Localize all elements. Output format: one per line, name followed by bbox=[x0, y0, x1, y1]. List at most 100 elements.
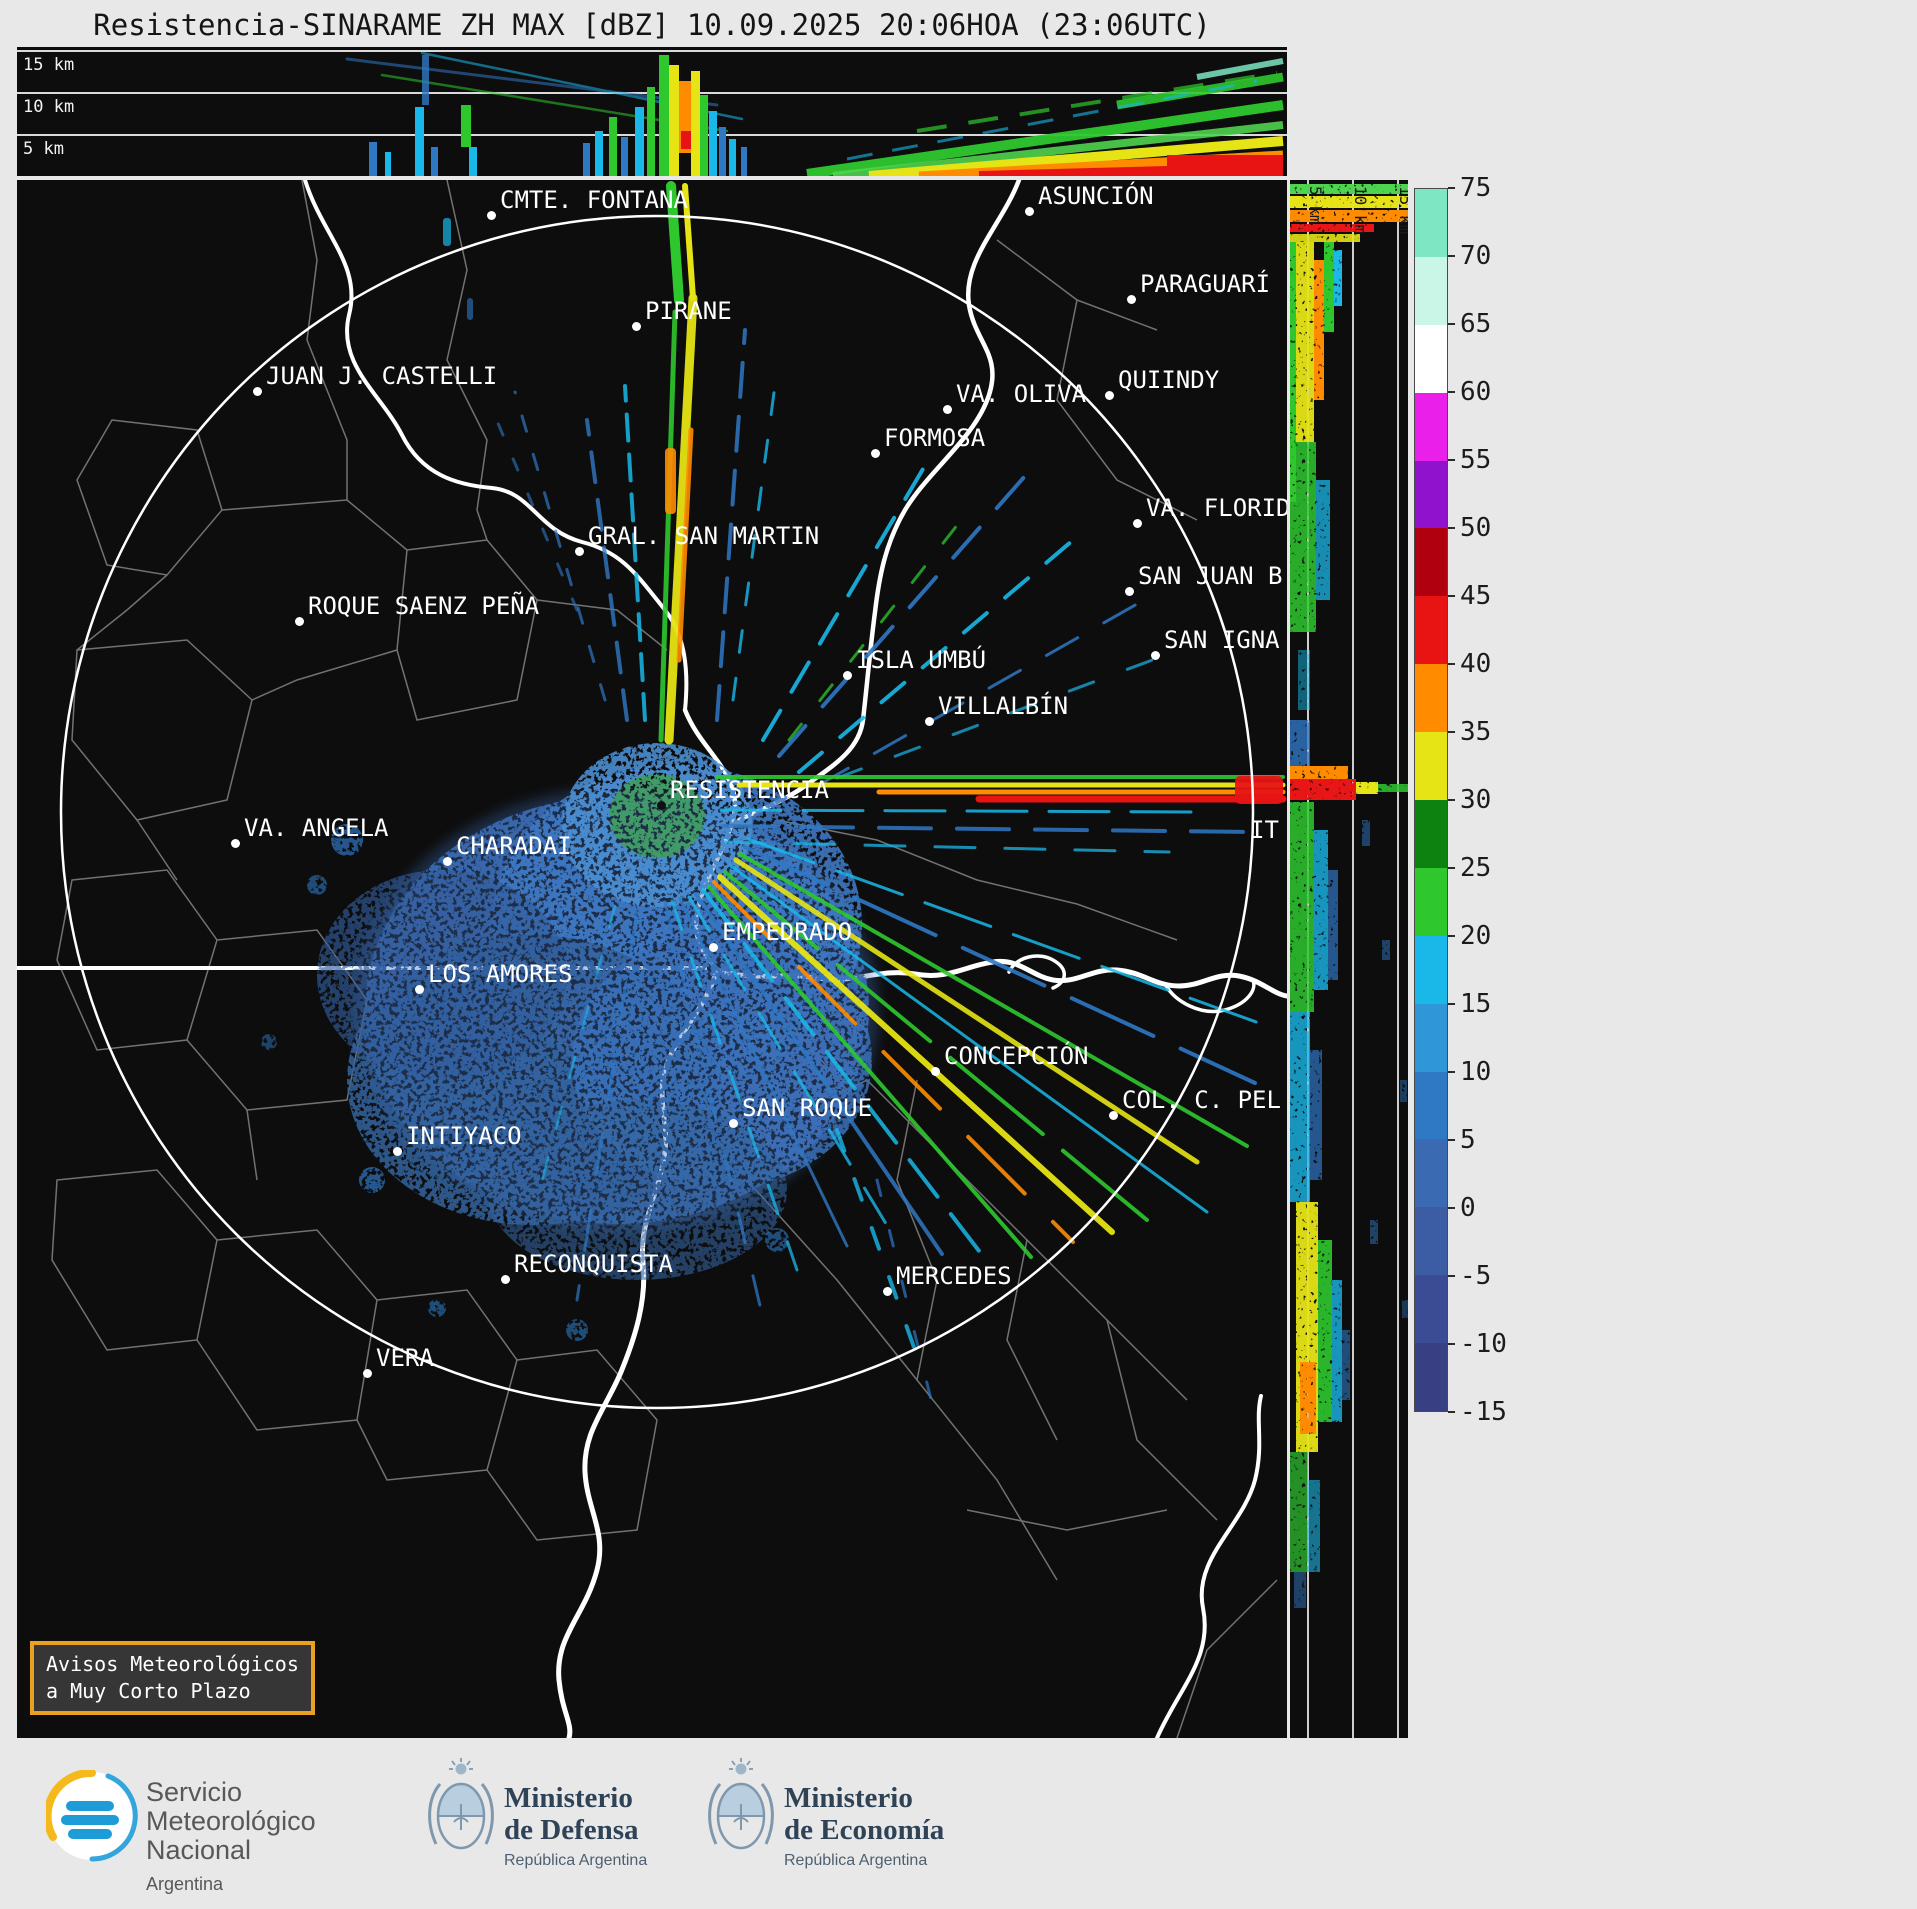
city-marker: SAN IGNA bbox=[1151, 626, 1280, 660]
city-dot bbox=[253, 387, 262, 396]
colorbar-tick bbox=[1448, 1275, 1455, 1277]
colorbar-tick bbox=[1448, 1003, 1455, 1005]
colorbar-tick-label: 20 bbox=[1460, 921, 1492, 951]
economia-coat-of-arms-icon bbox=[708, 1758, 774, 1850]
economia-title-line: de Economía bbox=[784, 1814, 945, 1846]
colorbar-tick bbox=[1448, 867, 1455, 869]
city-marker: ISLA UMBÚ bbox=[843, 646, 987, 680]
city-label: PARAGUARÍ bbox=[1140, 270, 1271, 298]
city-label: EMPEDRADO bbox=[722, 918, 853, 946]
city-dot bbox=[729, 1119, 738, 1128]
city-marker: SAN JUAN B bbox=[1125, 562, 1283, 596]
colorbar-tick-label: 25 bbox=[1460, 853, 1492, 883]
city-marker: JUAN J. CASTELLI bbox=[253, 362, 497, 396]
city-label: COL. C. PEL bbox=[1122, 1086, 1281, 1114]
altitude-label: 15 km bbox=[23, 55, 75, 75]
city-marker: GRAL. SAN MARTIN bbox=[575, 522, 819, 556]
colorbar-tick-label: 45 bbox=[1460, 581, 1492, 611]
city-dot bbox=[1151, 651, 1160, 660]
height-grid-line bbox=[1352, 180, 1354, 1738]
city-label: LOS AMORES bbox=[428, 960, 573, 988]
city-dot bbox=[1105, 391, 1114, 400]
city-marker: CMTE. FONTANA bbox=[487, 186, 688, 220]
colorbar-tick-label: -5 bbox=[1460, 1261, 1492, 1291]
colorbar-tick-label: 65 bbox=[1460, 309, 1492, 339]
city-marker: FORMOSA bbox=[871, 424, 985, 458]
colorbar-tick-label: 10 bbox=[1460, 1057, 1492, 1087]
city-dot bbox=[231, 839, 240, 848]
height-label: 5 km bbox=[1306, 186, 1325, 225]
colorbar-segment bbox=[1415, 528, 1447, 597]
city-dot bbox=[295, 617, 304, 626]
city-label: RESISTENCIA bbox=[670, 776, 829, 804]
right-profile-panel: 5 km 10 km 15 km bbox=[1290, 180, 1408, 1738]
city-marker: SAN ROQUE bbox=[729, 1094, 873, 1128]
colorbar-tick bbox=[1448, 459, 1455, 461]
city-dot bbox=[501, 1275, 510, 1284]
smn-name-line: Servicio bbox=[146, 1777, 243, 1807]
city-label: SAN ROQUE bbox=[742, 1094, 873, 1122]
warning-box: Avisos Meteorológicos a Muy Corto Plazo bbox=[30, 1641, 315, 1715]
smn-name-line: Nacional bbox=[146, 1835, 252, 1865]
colorbar-segment bbox=[1415, 1207, 1447, 1276]
economia-title-line: Ministerio bbox=[784, 1782, 913, 1814]
city-dot bbox=[443, 857, 452, 866]
colorbar-tick-label: 30 bbox=[1460, 785, 1492, 815]
city-dot bbox=[393, 1147, 402, 1156]
colorbar-labels: 75 70 65 60 55 50 45 40 35 30 25 20 15 10 5 0 -5 -10 -15 bbox=[1448, 173, 1528, 1428]
city-marker: QUIINDY bbox=[1105, 366, 1219, 400]
colorbar-tick bbox=[1448, 1207, 1455, 1209]
map-art bbox=[17, 180, 1287, 1738]
city-marker: PARAGUARÍ bbox=[1127, 270, 1271, 304]
colorbar bbox=[1414, 188, 1448, 1412]
city-dot bbox=[363, 1369, 372, 1378]
city-dot bbox=[1133, 519, 1142, 528]
city-dot bbox=[1109, 1111, 1118, 1120]
city-marker: RESISTENCIA bbox=[657, 776, 829, 810]
altitude-label: 10 km bbox=[23, 97, 75, 117]
colorbar-tick-label: 40 bbox=[1460, 649, 1492, 679]
main-map-panel: CMTE. FONTANA ASUNCIÓN PARAGUARÍ PIRANE JUAN… bbox=[17, 180, 1287, 1738]
city-marker: ROQUE SAENZ PEÑA bbox=[295, 592, 539, 626]
city-marker: ASUNCIÓN bbox=[1025, 182, 1154, 216]
colorbar-tick-label: -10 bbox=[1460, 1329, 1507, 1359]
colorbar-tick-label: 75 bbox=[1460, 173, 1492, 203]
city-label: CMTE. FONTANA bbox=[500, 186, 688, 214]
city-label: ISLA UMBÚ bbox=[856, 646, 987, 674]
colorbar-tick bbox=[1448, 1139, 1455, 1141]
colorbar-tick bbox=[1448, 527, 1455, 529]
colorbar-segment bbox=[1415, 596, 1447, 665]
city-label: INTIYACO bbox=[406, 1122, 522, 1150]
colorbar-tick-label: 70 bbox=[1460, 241, 1492, 271]
city-marker: INTIYACO bbox=[393, 1122, 522, 1156]
city-dot bbox=[1025, 207, 1034, 216]
colorbar-tick bbox=[1448, 391, 1455, 393]
city-label: PIRANE bbox=[645, 297, 732, 325]
colorbar-segment bbox=[1415, 256, 1447, 325]
city-marker: LOS AMORES bbox=[415, 960, 573, 994]
colorbar-tick bbox=[1448, 663, 1455, 665]
city-label: VA. OLIVA bbox=[956, 380, 1087, 408]
top-profile-panel: 15 km 10 km 5 km bbox=[17, 47, 1287, 176]
city-marker: EMPEDRADO bbox=[709, 918, 853, 952]
height-grid-line bbox=[1397, 180, 1399, 1738]
colorbar-tick bbox=[1448, 1343, 1455, 1345]
smn-name-line: Meteorológico bbox=[146, 1806, 316, 1836]
colorbar-tick bbox=[1448, 731, 1455, 733]
colorbar-tick-label: 15 bbox=[1460, 989, 1492, 1019]
colorbar-segment bbox=[1415, 189, 1447, 257]
colorbar-tick-label: 35 bbox=[1460, 717, 1492, 747]
smn-country: Argentina bbox=[146, 1874, 224, 1894]
city-label: ASUNCIÓN bbox=[1038, 182, 1154, 210]
city-marker: CHARADAI bbox=[443, 832, 572, 866]
city-marker: MERCEDES bbox=[883, 1262, 1012, 1296]
right-profile-labels: 5 km 10 km 15 km bbox=[1290, 180, 1408, 1738]
city-dot bbox=[1125, 587, 1134, 596]
city-dot bbox=[931, 1067, 940, 1076]
city-marker: VA. ANGELA bbox=[231, 814, 389, 848]
city-marker: PIRANE bbox=[632, 297, 732, 331]
colorbar-tick-label: 5 bbox=[1460, 1125, 1476, 1155]
city-marker: VILLALBÍN bbox=[925, 692, 1068, 726]
city-marker: IT bbox=[1250, 816, 1279, 844]
